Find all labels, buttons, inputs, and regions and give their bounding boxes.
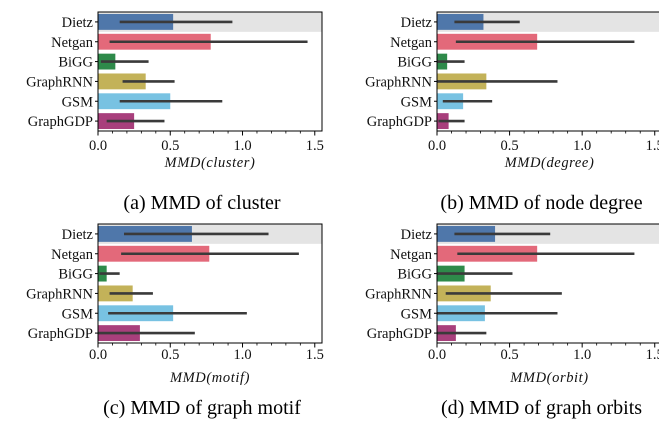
x-tick-label: 1.0 [573, 138, 591, 154]
x-tick-label: 1.0 [233, 347, 251, 363]
category-label-netgan: Netgan [51, 247, 94, 263]
category-label-dietz: Dietz [401, 15, 433, 31]
panel-caption: (b) MMD of node degree [440, 192, 642, 214]
category-label-graphgdp: GraphGDP [367, 326, 432, 342]
x-axis-label: MMD(degree) [504, 155, 595, 171]
x-tick-label: 0.5 [161, 347, 179, 363]
category-label-bigg: BiGG [397, 267, 432, 283]
category-label-bigg: BiGG [58, 55, 93, 71]
x-axis-label: MMD(motif) [169, 370, 250, 386]
category-label-dietz: Dietz [62, 15, 94, 31]
x-tick-label: 1.5 [306, 347, 324, 363]
category-label-gsm: GSM [401, 306, 433, 322]
x-tick-label: 0.5 [501, 138, 519, 154]
x-axis-label: MMD(cluster) [164, 155, 256, 171]
category-label-graphrnn: GraphRNN [26, 286, 93, 302]
category-label-gsm: GSM [62, 306, 94, 322]
panel-caption: (d) MMD of graph orbits [441, 397, 642, 419]
panel-caption: (c) MMD of graph motif [103, 397, 301, 419]
x-tick-label: 1.5 [646, 138, 659, 154]
x-tick-label: 1.5 [646, 347, 659, 363]
category-label-netgan: Netgan [390, 247, 433, 263]
category-label-graphgdp: GraphGDP [367, 114, 432, 130]
x-tick-label: 0.0 [428, 138, 446, 154]
x-axis-label: MMD(orbit) [509, 370, 589, 386]
x-tick-label: 0.0 [89, 138, 107, 154]
category-label-graphrnn: GraphRNN [365, 286, 432, 302]
category-label-dietz: Dietz [62, 227, 94, 243]
chart-panel-2: Dietz Netgan BiGG GraphRNN GSM GraphGDP 0.0 0.5… [365, 12, 659, 214]
x-tick-label: 0.5 [161, 138, 179, 154]
category-label-bigg: BiGG [58, 267, 93, 283]
category-label-gsm: GSM [401, 94, 433, 110]
category-label-graphgdp: GraphGDP [28, 326, 93, 342]
category-label-graphrnn: GraphRNN [365, 74, 432, 90]
category-label-gsm: GSM [62, 94, 94, 110]
category-label-netgan: Netgan [390, 35, 433, 51]
category-label-graphrnn: GraphRNN [26, 74, 93, 90]
category-label-netgan: Netgan [51, 35, 94, 51]
x-tick-label: 0.0 [89, 347, 107, 363]
chart-panel-4: Dietz Netgan BiGG GraphRNN GSM GraphGDP 0.0 0.5… [365, 224, 659, 419]
panel-caption: (a) MMD of cluster [123, 192, 281, 214]
category-label-dietz: Dietz [401, 227, 433, 243]
x-tick-label: 0.0 [428, 347, 446, 363]
x-tick-label: 1.0 [573, 347, 591, 363]
x-tick-label: 1.5 [306, 138, 324, 154]
x-tick-label: 1.0 [233, 138, 251, 154]
x-tick-label: 0.5 [501, 347, 519, 363]
category-label-graphgdp: GraphGDP [28, 114, 93, 130]
chart-panel-3: Dietz Netgan BiGG GraphRNN GSM GraphGDP 0.0 0.5… [26, 224, 324, 419]
chart-panel-1: Dietz Netgan BiGG GraphRNN GSM GraphGDP 0.0 0.5… [26, 12, 324, 214]
category-label-bigg: BiGG [397, 55, 432, 71]
